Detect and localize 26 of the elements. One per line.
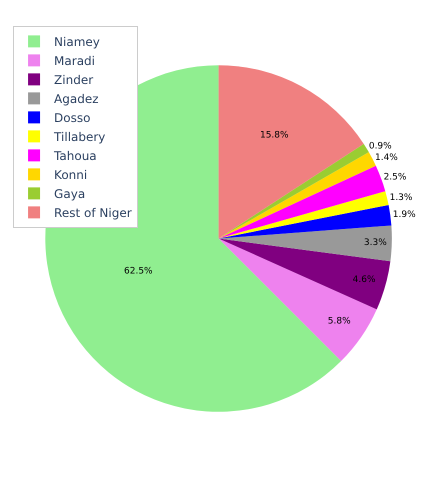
legend-label: Agadez — [54, 92, 99, 106]
legend-label: Tillabery — [53, 130, 106, 144]
data-label: 1.4% — [374, 152, 398, 163]
pie-slice — [218, 238, 390, 310]
pie-slice — [218, 225, 392, 262]
data-label: 3.3% — [364, 238, 388, 248]
pie-slice — [218, 166, 386, 238]
data-label: 2.5% — [384, 172, 407, 183]
data-label: 62.5% — [124, 266, 154, 277]
legend-label: Konni — [54, 168, 88, 182]
data-label: 15.8% — [260, 130, 290, 140]
data-label: 0.9% — [368, 142, 392, 152]
legend-label: Zinder — [54, 73, 94, 88]
legend-label: Gaya — [54, 187, 86, 202]
data-label: 5.8% — [328, 316, 352, 327]
legend-label: Tahoua — [53, 149, 97, 164]
legend-label: Rest of Niger — [54, 206, 132, 220]
data-label: 4.6% — [352, 274, 376, 285]
data-label: 1.9% — [392, 210, 416, 220]
legend-label: Maradi — [54, 54, 96, 68]
pie-slice — [218, 191, 389, 238]
legend-label: Niamey — [54, 35, 100, 50]
legend-label: Dosso — [54, 111, 90, 126]
data-label: 1.3% — [390, 192, 413, 203]
pie-slice — [218, 65, 364, 238]
pie-slice — [218, 204, 392, 238]
